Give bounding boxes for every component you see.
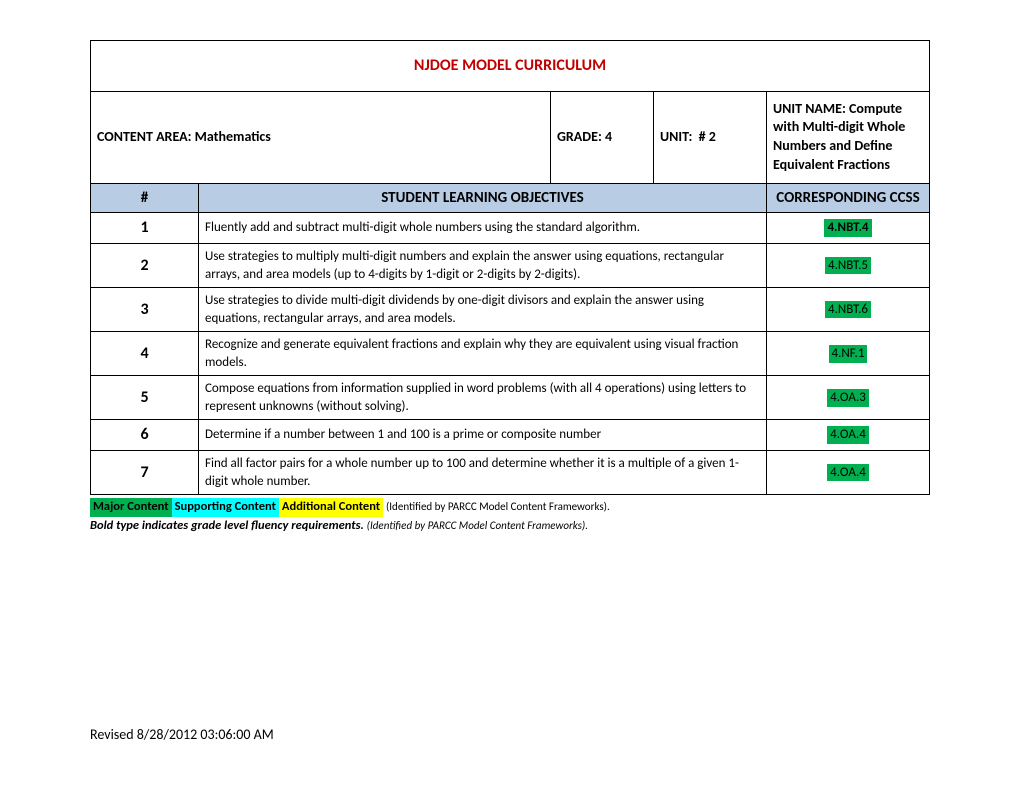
- title-row: NJDOE MODEL CURRICULUM: [91, 41, 930, 92]
- curriculum-table: NJDOE MODEL CURRICULUM CONTENT AREA: Mat…: [90, 40, 930, 495]
- row-number: 1: [91, 213, 199, 244]
- header-objectives: STUDENT LEARNING OBJECTIVES: [199, 184, 767, 213]
- row-ccss: 4.OA.3: [767, 376, 930, 420]
- legend-major: Major Content: [90, 498, 172, 517]
- revised-date: Revised 8/28/2012 03:06:00 AM: [90, 726, 930, 743]
- legend-paren: (Identified by PARCC Model Content Frame…: [386, 500, 610, 513]
- document-title: NJDOE MODEL CURRICULUM: [91, 41, 930, 92]
- fluency-paren: (Identified by PARCC Model Content Frame…: [367, 519, 588, 532]
- table-row: 4Recognize and generate equivalent fract…: [91, 332, 930, 376]
- row-objective: Find all factor pairs for a whole number…: [199, 450, 767, 494]
- row-number: 4: [91, 332, 199, 376]
- row-number: 6: [91, 420, 199, 451]
- ccss-tag: 4.NBT.5: [825, 257, 871, 275]
- row-number: 3: [91, 288, 199, 332]
- table-row: 2Use strategies to multiply multi-digit …: [91, 244, 930, 288]
- row-objective: Compose equations from information suppl…: [199, 376, 767, 420]
- row-objective: Determine if a number between 1 and 100 …: [199, 420, 767, 451]
- row-objective: Fluently add and subtract multi-digit wh…: [199, 213, 767, 244]
- grade-cell: GRADE: 4: [551, 91, 654, 184]
- unit-name-label: UNIT NAME:: [773, 100, 846, 117]
- legend-additional: Additional Content: [279, 498, 383, 517]
- ccss-tag: 4.OA.3: [827, 389, 869, 407]
- legend: Major ContentSupporting ContentAdditiona…: [90, 498, 930, 536]
- ccss-tag: 4.OA.4: [827, 426, 869, 444]
- ccss-tag: 4.NF.1: [829, 345, 868, 363]
- table-row: 3Use strategies to divide multi-digit di…: [91, 288, 930, 332]
- row-ccss: 4.NBT.4: [767, 213, 930, 244]
- header-num: #: [91, 184, 199, 213]
- unit-value: # 2: [699, 128, 716, 145]
- table-row: 6Determine if a number between 1 and 100…: [91, 420, 930, 451]
- content-area-value: Mathematics: [195, 128, 271, 145]
- unit-name-cell: UNIT NAME: Compute with Multi-digit Whol…: [767, 91, 930, 184]
- table-row: 1Fluently add and subtract multi-digit w…: [91, 213, 930, 244]
- content-area-cell: CONTENT AREA: Mathematics: [91, 91, 551, 184]
- content-area-label: CONTENT AREA:: [97, 128, 191, 145]
- table-row: 7Find all factor pairs for a whole numbe…: [91, 450, 930, 494]
- document-container: NJDOE MODEL CURRICULUM CONTENT AREA: Mat…: [90, 40, 930, 743]
- row-objective: Recognize and generate equivalent fracti…: [199, 332, 767, 376]
- header-ccss: CORRESPONDING CCSS: [767, 184, 930, 213]
- unit-label: UNIT:: [660, 128, 692, 145]
- row-ccss: 4.NBT.6: [767, 288, 930, 332]
- row-objective: Use strategies to divide multi-digit div…: [199, 288, 767, 332]
- ccss-tag: 4.NBT.6: [825, 301, 871, 319]
- grade-value: 4: [605, 128, 612, 145]
- fluency-text: Bold type indicates grade level fluency …: [90, 518, 364, 533]
- row-number: 2: [91, 244, 199, 288]
- ccss-tag: 4.OA.4: [827, 464, 869, 482]
- row-objective: Use strategies to multiply multi-digit n…: [199, 244, 767, 288]
- row-ccss: 4.OA.4: [767, 450, 930, 494]
- fluency-note: Bold type indicates grade level fluency …: [90, 518, 588, 533]
- unit-cell: UNIT: # 2: [654, 91, 767, 184]
- info-row: CONTENT AREA: Mathematics GRADE: 4 UNIT:…: [91, 91, 930, 184]
- ccss-tag: 4.NBT.4: [824, 219, 871, 237]
- row-number: 7: [91, 450, 199, 494]
- table-row: 5Compose equations from information supp…: [91, 376, 930, 420]
- grade-label: GRADE:: [557, 128, 602, 145]
- row-ccss: 4.OA.4: [767, 420, 930, 451]
- header-row: # STUDENT LEARNING OBJECTIVES CORRESPOND…: [91, 184, 930, 213]
- row-ccss: 4.NF.1: [767, 332, 930, 376]
- row-number: 5: [91, 376, 199, 420]
- row-ccss: 4.NBT.5: [767, 244, 930, 288]
- legend-supporting: Supporting Content: [172, 498, 279, 517]
